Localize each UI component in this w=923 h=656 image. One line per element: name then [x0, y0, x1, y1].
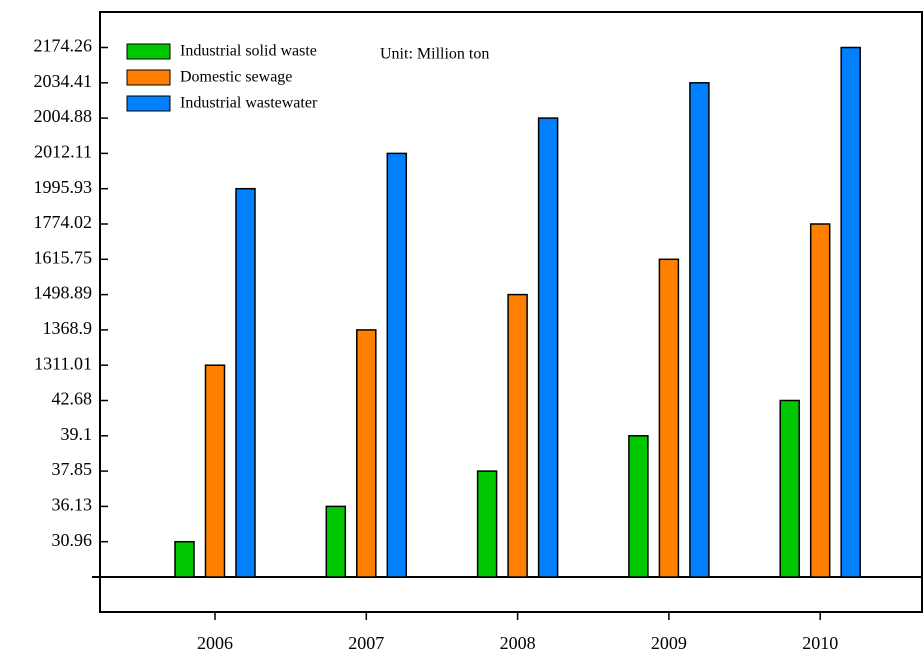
- x-tick-label: 2008: [500, 633, 536, 653]
- y-tick-label: 2174.26: [34, 36, 93, 56]
- bar: [809, 223, 831, 578]
- y-tick-label: 2004.88: [34, 106, 93, 126]
- bar: [325, 505, 347, 578]
- bar: [174, 540, 195, 578]
- y-tick-label: 1774.02: [34, 212, 93, 232]
- legend-label: Domestic sewage: [180, 69, 292, 86]
- legend-swatch: [126, 95, 171, 112]
- bar: [204, 364, 226, 578]
- y-tick-label: 42.68: [52, 389, 93, 409]
- y-tick-label: 1498.89: [34, 283, 93, 303]
- x-tick-label: 2009: [651, 633, 687, 653]
- bar: [628, 435, 649, 578]
- bar: [235, 187, 256, 578]
- legend-label: Industrial wastewater: [180, 95, 318, 112]
- bar: [476, 470, 498, 578]
- bar: [840, 46, 861, 578]
- y-tick-label: 39.1: [61, 424, 93, 444]
- legend-swatch: [126, 69, 171, 86]
- y-tick-label: 37.85: [52, 459, 93, 479]
- bar: [779, 399, 800, 578]
- y-tick-label: 2034.41: [34, 71, 93, 91]
- annotation: Unit: Million ton: [380, 46, 489, 63]
- y-tick-label: 30.96: [52, 530, 93, 550]
- plot-frame: [99, 11, 923, 613]
- y-tick-label: 1615.75: [34, 247, 93, 267]
- y-tick-label: 36.13: [52, 495, 93, 515]
- legend-swatch: [126, 43, 171, 60]
- bar: [689, 82, 710, 578]
- x-tick-label: 2007: [348, 633, 384, 653]
- y-tick-label: 2012.11: [34, 142, 92, 162]
- legend-label: Industrial solid waste: [180, 43, 317, 60]
- y-tick-label: 1995.93: [34, 177, 93, 197]
- bar: [356, 329, 377, 578]
- bar: [658, 258, 680, 578]
- bar: [386, 152, 408, 578]
- bar: [537, 117, 559, 578]
- x-tick-label: 2006: [197, 633, 233, 653]
- y-tick-label: 1311.01: [34, 353, 92, 373]
- x-tick-label: 2010: [802, 633, 838, 653]
- bar: [507, 293, 528, 578]
- y-tick-label: 1368.9: [43, 318, 93, 338]
